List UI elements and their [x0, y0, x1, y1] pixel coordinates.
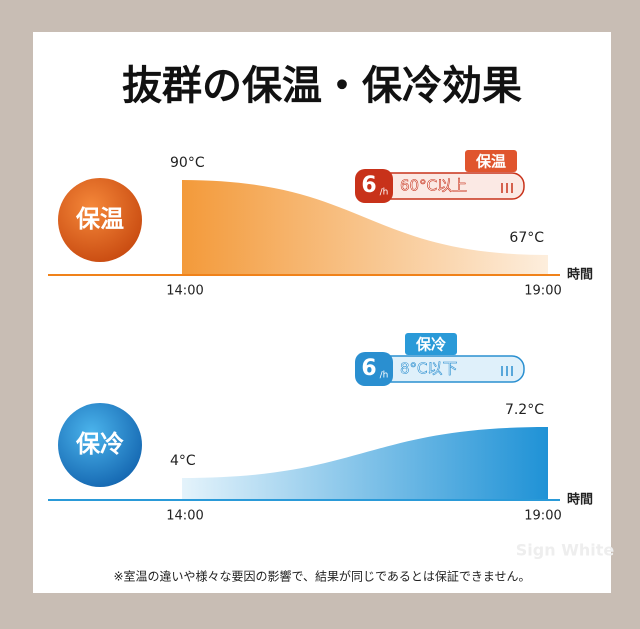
value-label: 4°C — [170, 453, 196, 469]
callout-tag — [465, 150, 517, 172]
callout-text: 60°C以上 — [400, 177, 467, 195]
callout-tag-text: 保冷 — [415, 336, 446, 354]
area — [182, 427, 548, 500]
x-tick-label: 14:00 — [166, 509, 203, 524]
callout-number-bg — [355, 169, 393, 203]
callout-unit: /h — [380, 188, 389, 198]
title: 抜群の保温・保冷効果 — [122, 63, 522, 109]
callout-number-bg — [355, 352, 393, 386]
badge-label: 保冷 — [75, 430, 124, 458]
callout-tag-text: 保温 — [475, 153, 506, 171]
value-label: 90°C — [170, 155, 205, 171]
note: ※室温の違いや様々な要因の影響で、結果が同じであるとは保証できません。 — [113, 569, 530, 584]
area — [182, 180, 548, 275]
callout-text: 8°C以下 — [400, 360, 458, 378]
x-axis-label: 時間 — [567, 267, 593, 283]
watermark: Sign White — [516, 541, 615, 560]
x-tick-label: 19:00 — [524, 509, 561, 524]
badge-label: 保温 — [75, 205, 124, 233]
value-label: 67°C — [509, 230, 544, 246]
x-axis-label: 時間 — [567, 492, 593, 508]
callout-number: 6 — [361, 173, 376, 198]
value-label: 7.2°C — [505, 402, 544, 418]
callout-number: 6 — [361, 356, 376, 381]
x-tick-label: 19:00 — [524, 284, 561, 299]
badge — [58, 403, 142, 487]
x-tick-label: 14:00 — [166, 284, 203, 299]
callout-unit: /h — [380, 371, 389, 381]
badge — [58, 178, 142, 262]
callout-tag — [405, 333, 457, 355]
